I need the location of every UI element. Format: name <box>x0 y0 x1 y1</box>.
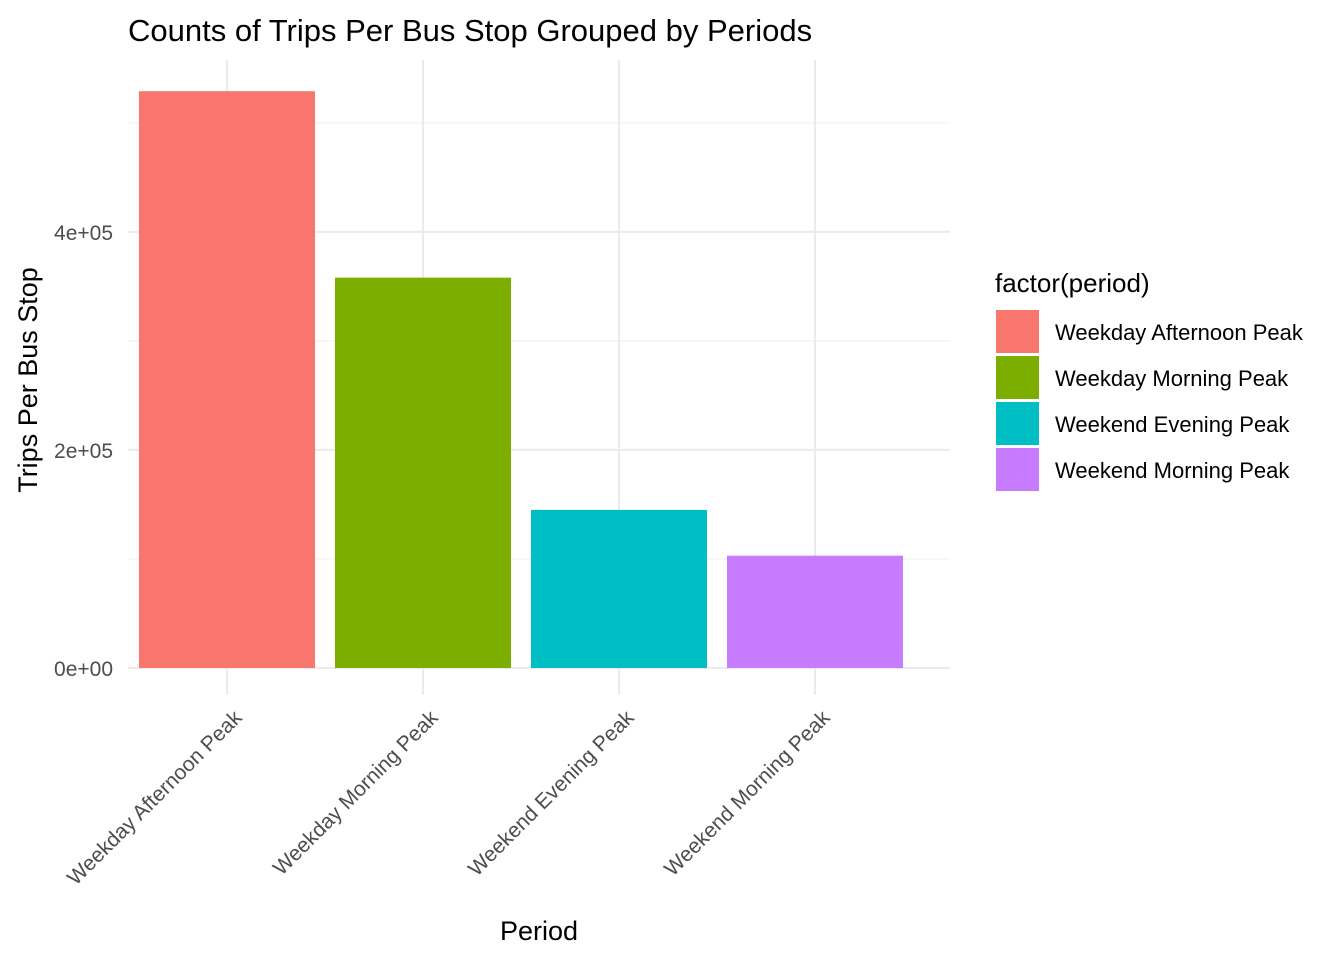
y-tick-label: 0e+00 <box>54 658 113 681</box>
legend-swatch <box>996 448 1039 491</box>
legend-label: Weekend Morning Peak <box>1055 458 1290 483</box>
bar <box>139 91 315 668</box>
bar <box>531 509 707 668</box>
x-axis-title: Period <box>500 916 578 946</box>
y-tick-label: 2e+05 <box>54 440 113 463</box>
x-tick-label: Weekday Morning Peak <box>269 706 443 880</box>
y-tick-label: 4e+05 <box>54 222 113 245</box>
legend-label: Weekend Evening Peak <box>1055 412 1290 437</box>
x-axis: Weekday Afternoon Peak Weekday Morning Pe… <box>63 706 835 890</box>
x-tick-label: Weekend Evening Peak <box>464 706 639 881</box>
legend-swatch <box>996 356 1039 399</box>
y-axis: 0e+00 2e+05 4e+05 <box>54 222 113 681</box>
y-axis-title: Trips Per Bus Stop <box>13 267 43 493</box>
legend-title: factor(period) <box>995 268 1150 298</box>
legend-swatch <box>996 310 1039 353</box>
bar <box>335 277 511 668</box>
chart-title: Counts of Trips Per Bus Stop Grouped by … <box>128 13 812 48</box>
bar <box>727 555 903 668</box>
legend: factor(period) Weekday Afternoon Peak Wee… <box>995 268 1304 491</box>
legend-label: Weekday Afternoon Peak <box>1055 320 1304 345</box>
bars <box>139 91 903 668</box>
x-tick-label: Weekday Afternoon Peak <box>63 706 247 890</box>
legend-label: Weekday Morning Peak <box>1055 366 1289 391</box>
x-tick-label: Weekend Morning Peak <box>660 706 835 881</box>
legend-swatch <box>996 402 1039 445</box>
